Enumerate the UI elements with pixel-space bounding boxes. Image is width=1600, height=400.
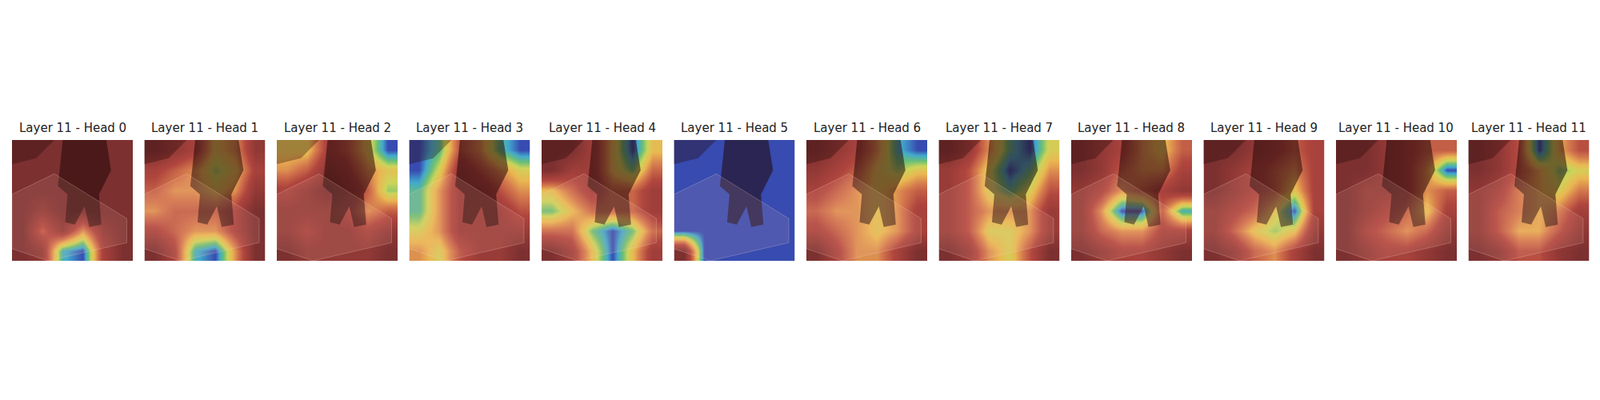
- svg-text:Layer 11 - Head 2: Layer 11 - Head 2: [284, 120, 392, 136]
- svg-text:Layer 11 - Head 3: Layer 11 - Head 3: [416, 120, 524, 136]
- svg-text:Layer 11 - Head 0: Layer 11 - Head 0: [19, 120, 127, 136]
- svg-text:Layer 11 - Head 6: Layer 11 - Head 6: [813, 120, 921, 136]
- svg-text:Layer 11 - Head 8: Layer 11 - Head 8: [1077, 120, 1185, 136]
- svg-text:Layer 11 - Head 11: Layer 11 - Head 11: [1471, 120, 1587, 136]
- svg-text:Layer 11 - Head 1: Layer 11 - Head 1: [151, 120, 259, 136]
- svg-text:Layer 11 - Head 7: Layer 11 - Head 7: [945, 120, 1053, 136]
- svg-text:Layer 11 - Head 10: Layer 11 - Head 10: [1338, 120, 1454, 136]
- svg-text:Layer 11 - Head 5: Layer 11 - Head 5: [680, 120, 788, 136]
- svg-text:Layer 11 - Head 9: Layer 11 - Head 9: [1210, 120, 1318, 136]
- svg-text:Layer 11 - Head 4: Layer 11 - Head 4: [548, 120, 656, 136]
